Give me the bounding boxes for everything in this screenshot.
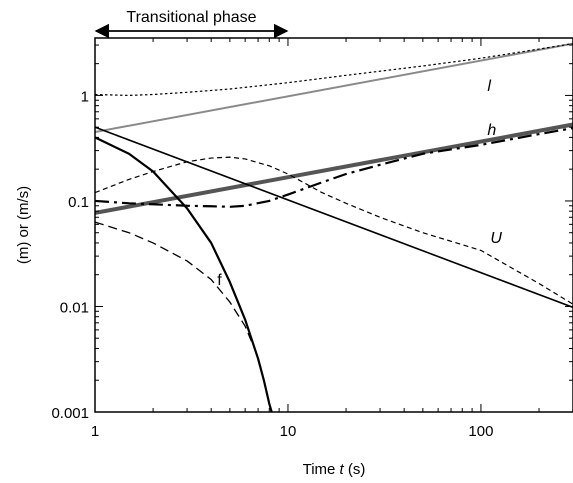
series-line-f-solid <box>95 136 273 412</box>
series-line-unlabeled-1-dotted <box>95 42 573 97</box>
series-label-l: l <box>487 78 491 95</box>
series-line-l-solid <box>95 42 573 133</box>
x-tick-label: 1 <box>91 423 99 440</box>
y-axis-label: (m) or (m/s) <box>15 186 32 264</box>
x-tick-label: 100 <box>468 423 493 440</box>
series-layer <box>95 42 573 412</box>
series-line-unlabeled-5-dashed <box>95 156 573 305</box>
y-tick-label: 1 <box>81 88 89 105</box>
series-label-f: f <box>217 272 222 289</box>
series-labels: l h Uf <box>217 78 502 289</box>
series-line-unlabeled-7-longdash <box>95 221 273 412</box>
axis-tick-labels: 1 10 100 0.001 0.01 0.1 1 <box>51 88 493 440</box>
annotation-transitional-phase-label: Transitional phase <box>126 9 256 26</box>
x-axis-label-prefix: Time <box>303 461 340 478</box>
y-tick-label: 0.01 <box>60 299 89 316</box>
x-tick-label: 10 <box>280 423 297 440</box>
series-line-U-solid <box>95 126 573 309</box>
annotation-group: Transitional phase <box>94 9 289 39</box>
series-label-U: U <box>490 230 502 247</box>
x-axis-label-variable: t <box>340 461 345 478</box>
x-axis-label-suffix: (s) <box>344 461 366 478</box>
axis-ticks <box>94 38 573 413</box>
series-line-unlabeled-3-dashdot <box>95 127 573 208</box>
plot-frame <box>94 37 573 413</box>
y-tick-label: 0.001 <box>51 405 89 422</box>
x-axis-label: Time t (s) <box>303 461 366 478</box>
series-line-h-solid <box>95 122 573 215</box>
series-label-h: h <box>487 122 496 139</box>
y-tick-label: 0.1 <box>68 194 89 211</box>
